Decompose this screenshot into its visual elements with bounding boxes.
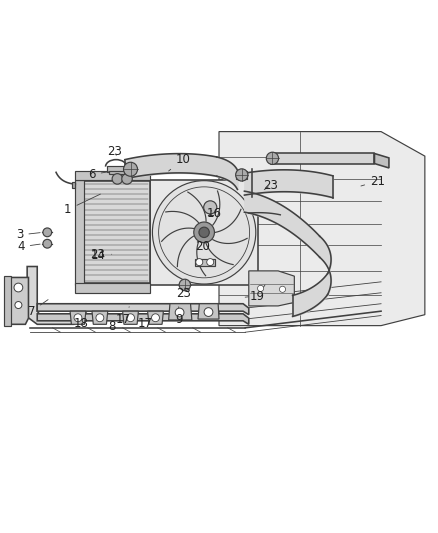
Text: 3: 3 — [16, 229, 40, 241]
Polygon shape — [195, 259, 215, 265]
Polygon shape — [107, 166, 131, 172]
Polygon shape — [169, 304, 192, 320]
Text: 16: 16 — [206, 207, 221, 220]
Text: 1: 1 — [64, 194, 100, 216]
Polygon shape — [150, 180, 258, 285]
Text: 10: 10 — [169, 152, 191, 171]
Polygon shape — [236, 171, 247, 179]
Circle shape — [96, 314, 104, 322]
Polygon shape — [123, 311, 138, 324]
Text: 23: 23 — [263, 179, 278, 192]
Circle shape — [152, 314, 159, 322]
Circle shape — [194, 222, 215, 243]
Polygon shape — [75, 171, 150, 180]
Circle shape — [175, 308, 184, 317]
Circle shape — [207, 259, 214, 265]
Polygon shape — [198, 304, 219, 319]
Circle shape — [124, 162, 138, 176]
Circle shape — [122, 174, 132, 184]
Circle shape — [204, 201, 217, 214]
Polygon shape — [9, 278, 28, 324]
Text: 20: 20 — [195, 240, 210, 253]
Circle shape — [279, 286, 286, 292]
Polygon shape — [148, 311, 163, 324]
Text: 8: 8 — [108, 315, 120, 334]
Polygon shape — [72, 182, 75, 188]
Text: 23: 23 — [90, 248, 105, 261]
Circle shape — [43, 228, 52, 237]
Polygon shape — [37, 304, 249, 314]
Circle shape — [236, 169, 248, 181]
Polygon shape — [374, 154, 389, 168]
Polygon shape — [109, 171, 125, 174]
Text: 9: 9 — [175, 307, 183, 326]
Text: 17: 17 — [116, 307, 131, 326]
Polygon shape — [27, 266, 74, 324]
Polygon shape — [4, 276, 11, 326]
Text: 6: 6 — [88, 168, 110, 181]
Circle shape — [43, 239, 52, 248]
Text: 23: 23 — [176, 287, 191, 300]
Text: 14: 14 — [91, 249, 112, 262]
Polygon shape — [92, 311, 108, 324]
Text: 4: 4 — [17, 240, 40, 253]
Text: 17: 17 — [138, 311, 153, 330]
Polygon shape — [37, 314, 249, 324]
Polygon shape — [219, 132, 425, 326]
Circle shape — [266, 152, 279, 165]
Text: 23: 23 — [107, 146, 122, 158]
Polygon shape — [70, 311, 86, 324]
Circle shape — [199, 227, 209, 238]
Circle shape — [74, 314, 82, 322]
Polygon shape — [75, 283, 150, 293]
Circle shape — [204, 308, 213, 317]
Circle shape — [127, 314, 134, 322]
Polygon shape — [75, 180, 84, 285]
Text: 19: 19 — [250, 285, 265, 303]
Polygon shape — [249, 271, 294, 306]
Circle shape — [15, 302, 22, 309]
Circle shape — [112, 174, 123, 184]
Circle shape — [14, 283, 23, 292]
Circle shape — [196, 259, 203, 265]
Text: 21: 21 — [361, 175, 385, 188]
Polygon shape — [82, 181, 150, 283]
Circle shape — [152, 181, 256, 284]
Circle shape — [258, 285, 264, 292]
Circle shape — [179, 279, 191, 290]
Text: 18: 18 — [74, 312, 88, 330]
Text: 7: 7 — [28, 300, 48, 318]
Polygon shape — [271, 154, 374, 164]
